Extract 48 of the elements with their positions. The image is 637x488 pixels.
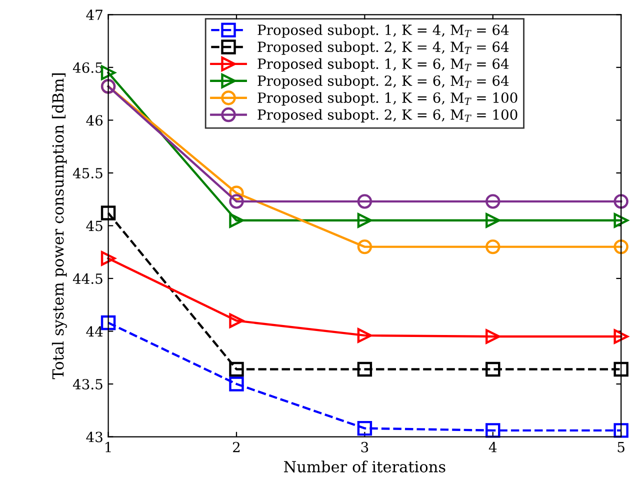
point	[357, 213, 372, 228]
x-tick-label: 2	[233, 442, 240, 452]
point	[357, 420, 372, 436]
point	[486, 423, 500, 438]
x-tick-label: 5	[618, 442, 624, 452]
point	[614, 329, 628, 344]
y-tick-label: 45.5	[72, 168, 102, 178]
point	[486, 239, 500, 254]
y-tick-label: 44.5	[72, 273, 102, 284]
point	[100, 65, 116, 80]
point	[357, 194, 372, 209]
y-tick-label: 45	[86, 220, 102, 232]
legend-label: Proposed subopt. 1, K = 4, M$_{T}$ = 64	[258, 24, 509, 38]
legend-label: Proposed subopt. 1, K = 6, M$_{T}$ = 100	[258, 92, 518, 106]
y-axis-title: Total system power consumption [dBm]	[52, 73, 67, 380]
point	[357, 362, 372, 377]
point	[614, 239, 628, 254]
point	[614, 423, 628, 438]
point	[100, 251, 116, 266]
point	[486, 194, 500, 209]
y-tick-label: 46	[86, 115, 103, 126]
x-tick-label: 4	[488, 442, 497, 452]
point	[357, 239, 372, 254]
point	[229, 186, 244, 200]
legend-label: Proposed subopt. 2, K = 4, M$_{T}$ = 64	[258, 41, 509, 55]
point	[229, 376, 244, 392]
point	[614, 194, 628, 209]
point	[357, 328, 372, 343]
y-tick-label: 47	[86, 10, 102, 20]
legend-label: Proposed subopt. 2, K = 6, M$_{T}$ = 64	[258, 75, 509, 89]
y-tick-label: 43.5	[72, 378, 102, 390]
point	[486, 213, 500, 228]
point	[100, 206, 116, 220]
point	[229, 213, 244, 228]
point	[486, 329, 500, 344]
point	[229, 362, 244, 377]
x-tick-label: 1	[106, 442, 111, 452]
x-axis-title: Number of iterations	[284, 460, 446, 472]
y-tick-label: 43	[86, 432, 102, 442]
point	[229, 313, 244, 328]
legend-label: Proposed subopt. 1, K = 6, M$_{T}$ = 64	[258, 58, 509, 72]
point	[614, 213, 628, 228]
point	[486, 362, 500, 377]
legend-label: Proposed subopt. 2, K = 6, M$_{T}$ = 100	[258, 109, 518, 123]
x-tick-label: 3	[361, 442, 368, 452]
y-tick-label: 44	[86, 326, 103, 337]
point	[229, 194, 244, 209]
point	[614, 362, 628, 377]
